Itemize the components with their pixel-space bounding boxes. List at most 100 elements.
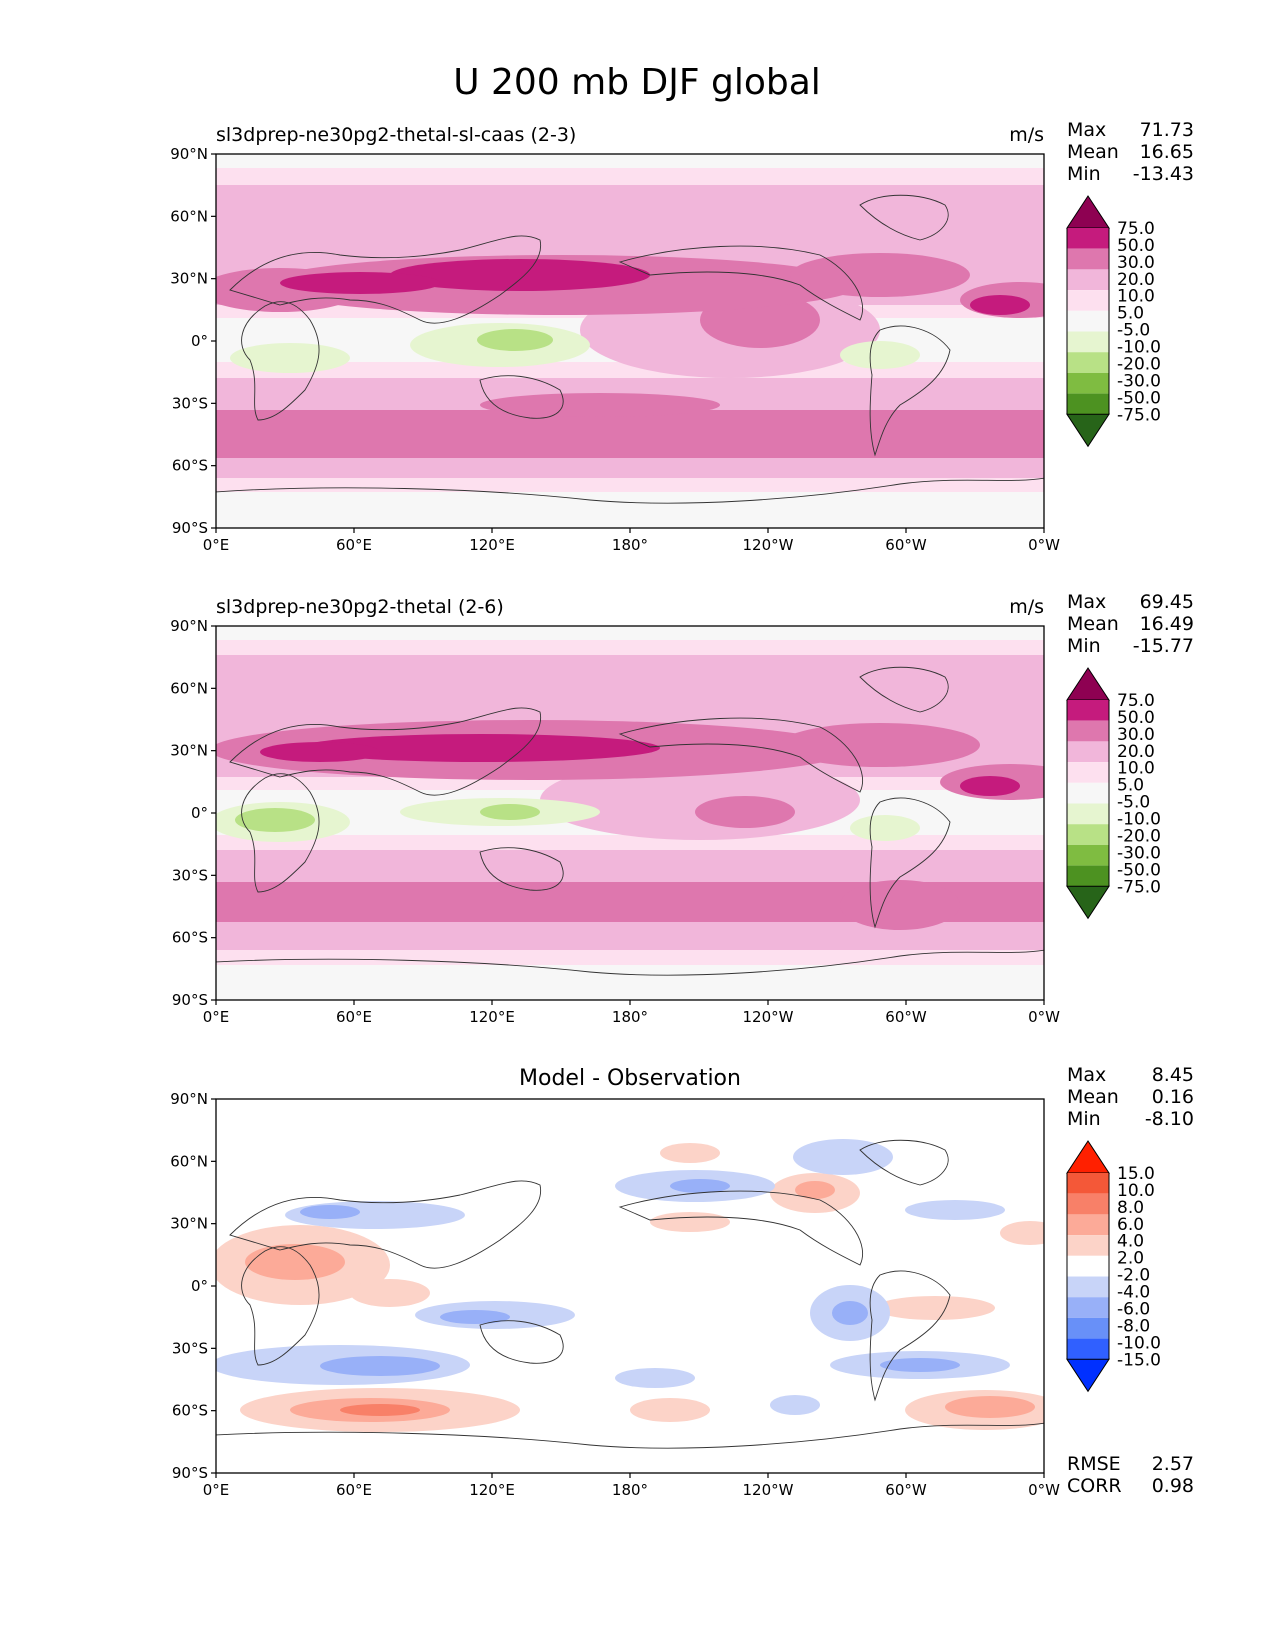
panel-1-min-value: -13.43 xyxy=(1133,163,1194,185)
panel-2: sl3dprep-ne30pg2-thetal (2-6) m/s xyxy=(170,591,1194,1026)
panel-3-min-label: Min xyxy=(1067,1108,1101,1130)
panel-3-mean-value: 0.16 xyxy=(1152,1086,1194,1108)
colorbar-segment xyxy=(1067,1297,1109,1318)
y-tick-label: 90°N xyxy=(170,617,208,635)
colorbar-level-label: 10.0 xyxy=(1117,759,1155,779)
y-tick-label: 90°S xyxy=(172,519,208,537)
colorbar-segment xyxy=(1067,1317,1109,1339)
panel-3: Model - Observation xyxy=(170,1064,1194,1499)
panel-3-rmse-label: RMSE xyxy=(1067,1453,1121,1475)
x-tick-label: 0°E xyxy=(203,1008,230,1026)
y-tick-label: 60°S xyxy=(172,929,208,947)
colorbar-level-label: 75.0 xyxy=(1117,691,1155,711)
panel-1-units: m/s xyxy=(1009,124,1044,146)
y-tick-label: 90°N xyxy=(170,1090,208,1108)
panel-2-map xyxy=(216,626,1044,1000)
colorbar-level-label: 10.0 xyxy=(1117,287,1155,307)
colorbar-segment xyxy=(1067,352,1109,373)
colorbar-segment xyxy=(1067,393,1109,415)
colorbar-level-label: 8.0 xyxy=(1117,1198,1144,1218)
colorbar-level-label: 30.0 xyxy=(1117,253,1155,273)
colorbar-level-label: 50.0 xyxy=(1117,236,1155,256)
panel-2-coastlines xyxy=(216,666,1044,976)
x-tick-label: 60°W xyxy=(885,536,927,554)
x-tick-label: 0°W xyxy=(1028,536,1060,554)
panel-1-mean-value: 16.65 xyxy=(1140,141,1194,163)
x-tick-label: 120°E xyxy=(469,1481,515,1499)
panel-2-units: m/s xyxy=(1009,596,1044,618)
x-tick-label: 60°E xyxy=(336,1008,372,1026)
panel-3-rmse-value: 2.57 xyxy=(1152,1453,1194,1475)
colorbar-segment xyxy=(1067,1235,1109,1256)
colorbar-lower-arrow xyxy=(1066,885,1110,920)
x-tick-label: 0°W xyxy=(1028,1481,1060,1499)
colorbar-segment xyxy=(1067,782,1109,804)
colorbar-segment xyxy=(1067,1276,1109,1298)
y-tick-label: 60°S xyxy=(172,457,208,475)
colorbar-level-label: -6.0 xyxy=(1117,1299,1150,1319)
colorbar-outline xyxy=(1066,700,1110,887)
panel-1-max-value: 71.73 xyxy=(1140,119,1194,141)
colorbar-level-label: -10.0 xyxy=(1117,1333,1161,1353)
panel-2-max-value: 69.45 xyxy=(1140,591,1194,613)
panel-1-x-axis: 0°E 60°E 120°E 180° 120°W 60°W 0°W xyxy=(203,528,1060,554)
x-tick-label: 60°W xyxy=(885,1008,927,1026)
colorbar-level-label: 15.0 xyxy=(1117,1164,1155,1184)
y-tick-label: 0° xyxy=(191,804,208,822)
colorbar-segment xyxy=(1067,1173,1109,1194)
panel-1-map xyxy=(216,154,1044,528)
colorbar-outline xyxy=(1066,228,1110,415)
panel-2-mean-value: 16.49 xyxy=(1140,613,1194,635)
colorbar-segment xyxy=(1067,372,1109,394)
panel-3-title: Model - Observation xyxy=(519,1066,741,1091)
colorbar-level-label: 6.0 xyxy=(1117,1215,1144,1235)
colorbar-level-label: 30.0 xyxy=(1117,725,1155,745)
colorbar-segment xyxy=(1067,1338,1109,1360)
panel-1-title: sl3dprep-ne30pg2-thetal-sl-caas (2-3) xyxy=(216,124,576,146)
panel-2-colorbar: 75.050.030.020.010.05.0-5.0-10.0-20.0-30… xyxy=(1066,667,1161,920)
colorbar-level-label: -75.0 xyxy=(1117,405,1161,425)
colorbar-level-label: -30.0 xyxy=(1117,371,1161,391)
colorbar-upper-arrow xyxy=(1066,667,1110,701)
x-tick-label: 0°E xyxy=(203,1481,230,1499)
panel-1: sl3dprep-ne30pg2-thetal-sl-caas (2-3) m/… xyxy=(170,119,1194,554)
y-tick-label: 60°N xyxy=(170,1152,208,1170)
y-tick-label: 30°S xyxy=(172,1339,208,1357)
panel-3-y-axis: 90°N 60°N 30°N 0° 30°S 60°S 90°S xyxy=(170,1090,216,1482)
panel-2-x-axis: 0°E 60°E 120°E 180° 120°W 60°W 0°W xyxy=(203,1000,1060,1026)
x-tick-label: 180° xyxy=(612,1008,648,1026)
x-tick-label: 60°W xyxy=(885,1481,927,1499)
colorbar-segment xyxy=(1067,1193,1109,1215)
colorbar-level-label: -8.0 xyxy=(1117,1316,1150,1336)
colorbar-upper-arrow xyxy=(1066,1140,1110,1174)
panel-1-y-axis: 90°N 60°N 30°N 0° 30°S 60°S 90°S xyxy=(170,145,216,537)
panel-3-x-axis: 0°E 60°E 120°E 180° 120°W 60°W 0°W xyxy=(203,1473,1060,1499)
panel-1-mean-label: Mean xyxy=(1067,141,1119,163)
panel-2-stats: Max 69.45 Mean 16.49 Min -15.77 xyxy=(1067,591,1194,657)
panel-3-min-value: -8.10 xyxy=(1145,1108,1194,1130)
colorbar-level-label: 5.0 xyxy=(1117,776,1144,796)
panel-3-corr-value: 0.98 xyxy=(1152,1475,1194,1497)
panel-2-min-label: Min xyxy=(1067,635,1101,657)
colorbar-segment xyxy=(1067,228,1109,249)
panel-1-max-label: Max xyxy=(1067,119,1106,141)
colorbar-level-label: 75.0 xyxy=(1117,219,1155,239)
x-tick-label: 120°E xyxy=(469,1008,515,1026)
y-tick-label: 30°N xyxy=(170,742,208,760)
colorbar-segment xyxy=(1067,865,1109,887)
colorbar-segment xyxy=(1067,720,1109,742)
x-tick-label: 120°E xyxy=(469,536,515,554)
colorbar-level-label: 50.0 xyxy=(1117,708,1155,728)
y-tick-label: 90°S xyxy=(172,991,208,1009)
colorbar-level-label: 4.0 xyxy=(1117,1232,1144,1252)
colorbar-level-label: 2.0 xyxy=(1117,1249,1144,1269)
y-tick-label: 60°N xyxy=(170,679,208,697)
colorbar-segment xyxy=(1067,762,1109,783)
panel-3-colorbar: 15.010.08.06.04.02.0-2.0-4.0-6.0-8.0-10.… xyxy=(1066,1140,1161,1393)
colorbar-level-label: -10.0 xyxy=(1117,810,1161,830)
colorbar-level-label: -5.0 xyxy=(1117,793,1150,813)
colorbar-level-label: 20.0 xyxy=(1117,270,1155,290)
x-tick-label: 0°E xyxy=(203,536,230,554)
colorbar-segment xyxy=(1067,1214,1109,1236)
colorbar-level-label: -2.0 xyxy=(1117,1266,1150,1286)
